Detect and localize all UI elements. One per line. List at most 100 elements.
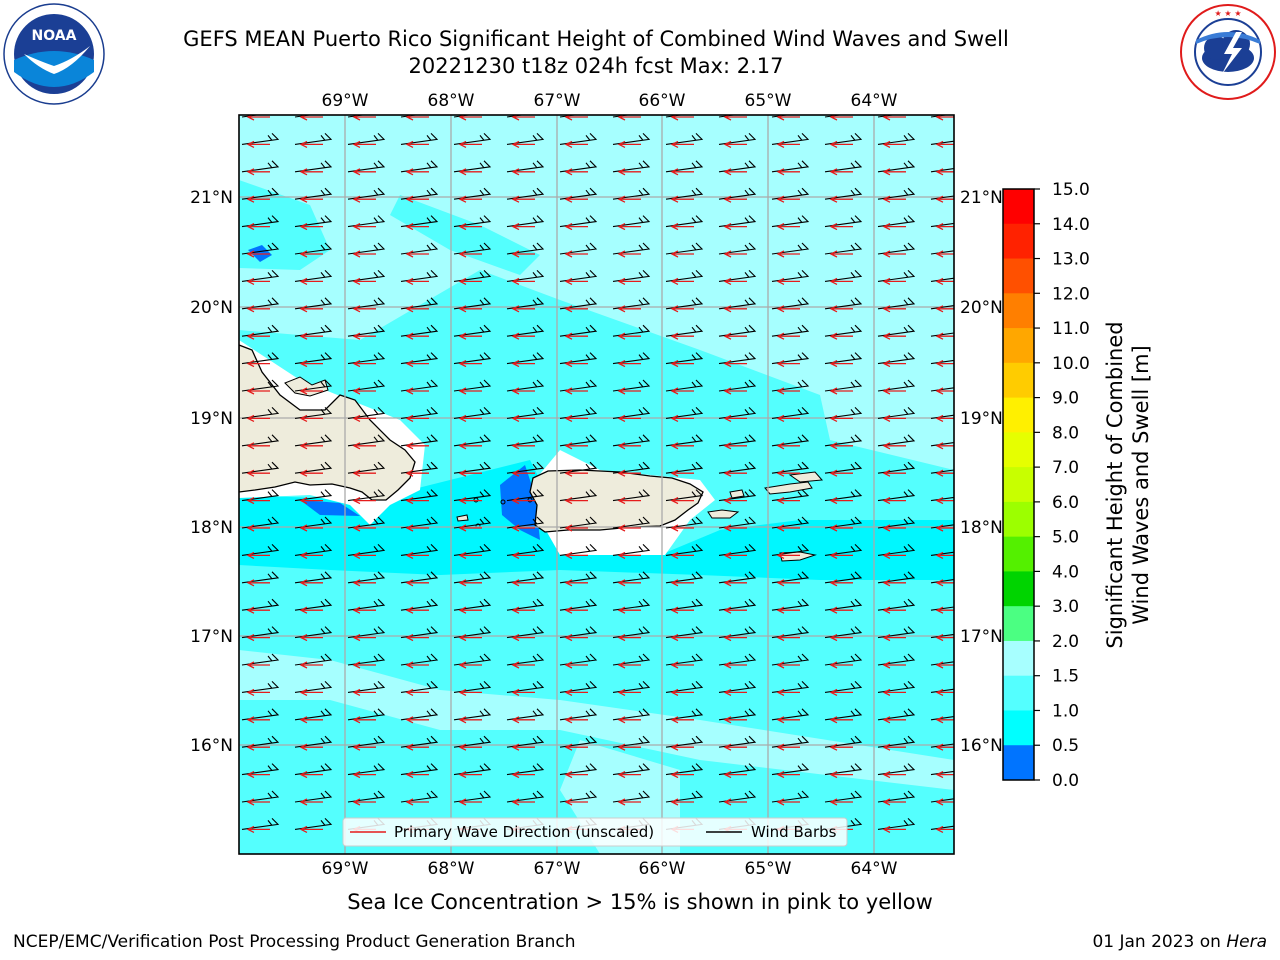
lon-label-top: 66°W [639, 91, 686, 111]
wave-direction-arrow [405, 305, 429, 313]
wind-barb [665, 598, 704, 611]
wind-barb [665, 681, 704, 693]
wave-direction-arrow [564, 551, 588, 559]
wind-barb [241, 818, 280, 830]
wave-direction-arrow [458, 140, 482, 148]
colorbar-segment [1003, 640, 1034, 677]
wave-direction-arrow [458, 469, 482, 477]
wave-direction-arrow [829, 551, 853, 559]
wind-barb [612, 735, 651, 748]
wave-direction-arrow [299, 277, 323, 285]
wave-direction-arrow [246, 634, 270, 642]
nws-logo-text: ★ ★ ★ [1214, 9, 1241, 18]
wind-barb [665, 215, 704, 228]
wave-direction-arrow [617, 634, 641, 642]
wave-direction-arrow [829, 414, 853, 422]
wind-barb [771, 215, 810, 228]
wind-barb [294, 653, 333, 666]
wave-direction-arrow [829, 223, 853, 231]
wind-barb [612, 681, 651, 693]
wind-barb [347, 790, 386, 803]
island-land [707, 509, 740, 519]
wind-barb [718, 215, 757, 228]
ice-note: Sea Ice Concentration > 15% is shown in … [347, 890, 933, 914]
wave-direction-arrow [882, 360, 906, 368]
wind-barb [506, 324, 545, 337]
wind-barb [930, 551, 954, 556]
wave-direction-arrow [405, 115, 429, 121]
wave-direction-arrow [670, 771, 694, 779]
colorbar [1003, 189, 1034, 781]
wind-barb [241, 461, 280, 474]
wave-direction-arrow [935, 661, 954, 669]
island-land [729, 489, 745, 499]
wave-direction-arrow [352, 223, 376, 231]
wave-direction-arrow [617, 277, 641, 285]
wind-barb [824, 544, 863, 556]
wave-direction-arrow [882, 277, 906, 285]
wind-barb [347, 653, 386, 666]
wind-barb [877, 653, 916, 666]
wind-barb [241, 407, 280, 419]
wind-barb [400, 598, 439, 611]
wave-direction-arrow [564, 195, 588, 203]
island-land [456, 514, 469, 522]
wind-barb [294, 516, 333, 529]
wind-barb [665, 489, 704, 502]
wave-direction-arrow [617, 168, 641, 176]
wave-direction-arrow [352, 634, 376, 642]
wind-barb [771, 133, 810, 145]
wind-barb [718, 763, 757, 776]
wave-direction-arrow [617, 250, 641, 258]
wave-direction-arrow [829, 442, 853, 450]
wave-direction-arrow [564, 497, 588, 505]
wind-barb [241, 681, 280, 693]
wave-direction-arrow [352, 771, 376, 779]
wave-direction-arrow [246, 332, 270, 340]
wave-direction-arrow [829, 332, 853, 340]
colorbar-tick-label: 12.0 [1052, 284, 1090, 304]
wind-barb [877, 516, 916, 529]
wind-barb [506, 434, 545, 447]
lat-label-left: 20°N [190, 298, 233, 318]
wind-barb [559, 790, 598, 803]
island-land [500, 499, 506, 505]
lat-label-left: 17°N [190, 627, 233, 647]
wind-barb [824, 434, 863, 447]
wind-barb [453, 160, 492, 173]
wave-direction-arrow [352, 524, 376, 532]
wave-direction-arrow [458, 360, 482, 368]
wave-direction-arrow [405, 414, 429, 422]
colorbar-segment [1003, 536, 1034, 572]
wave-direction-arrow [405, 634, 429, 642]
wave-direction-arrow [617, 661, 641, 669]
wave-direction-arrow [882, 195, 906, 203]
axis-labels: 69°W 68°W 67°W 66°W 65°W 64°W 69°W 68°W … [190, 91, 1003, 879]
wave-direction-arrow [352, 140, 376, 148]
wind-barb [824, 352, 863, 365]
wind-barb [877, 407, 916, 419]
wave-direction-arrow [564, 661, 588, 669]
wave-direction-arrow [617, 524, 641, 532]
wind-barb [506, 708, 545, 721]
wave-direction-arrow [246, 414, 270, 422]
wave-direction-arrow [935, 223, 954, 231]
wave-direction-arrow [246, 168, 270, 176]
lon-label-bottom: 66°W [639, 859, 686, 879]
wave-direction-arrow [882, 250, 906, 258]
wind-barb [824, 133, 863, 145]
colorbar-tick-label: 10.0 [1052, 354, 1090, 374]
wind-barb [294, 379, 333, 392]
wave-direction-arrow [458, 716, 482, 724]
wind-barb [824, 571, 863, 584]
colorbar-segment [1003, 675, 1034, 711]
wave-direction-arrow [617, 140, 641, 148]
wave-direction-arrow [670, 743, 694, 751]
wave-direction-arrow [723, 115, 747, 121]
wave-direction-arrow [405, 195, 429, 203]
wind-barb [718, 434, 757, 447]
wave-direction-arrow [511, 798, 535, 806]
colorbar-tick-label: 11.0 [1052, 319, 1090, 339]
wind-barb [612, 270, 651, 282]
wind-barb [241, 708, 280, 721]
